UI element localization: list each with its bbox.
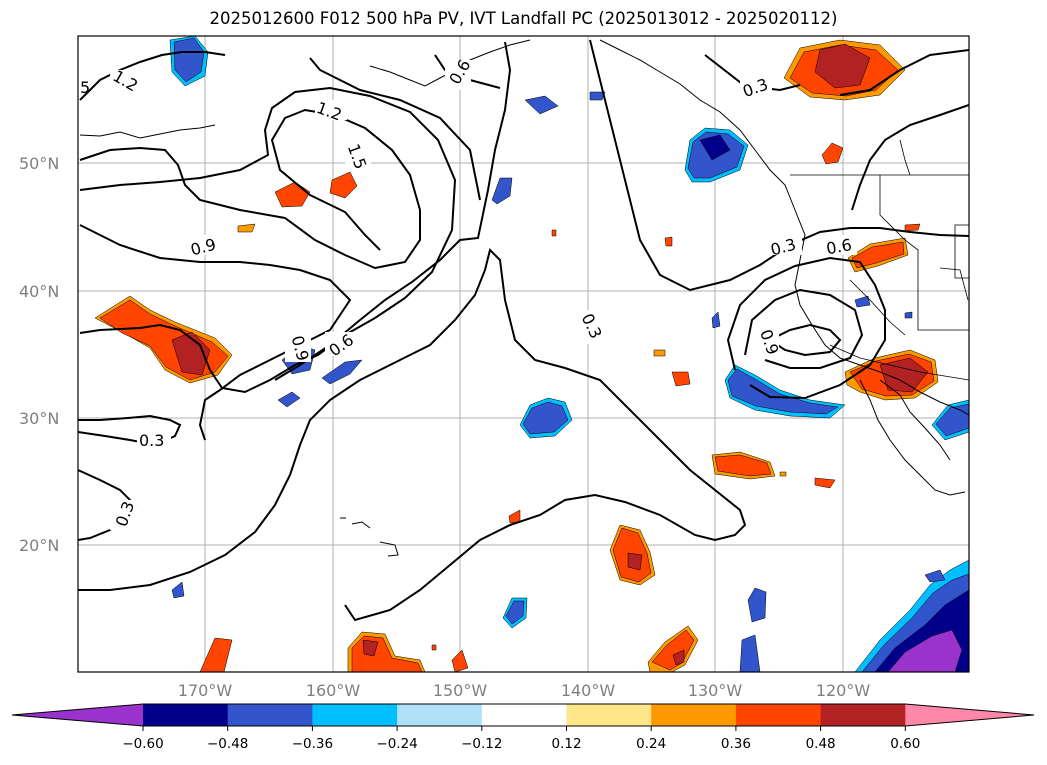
colorbar-tick-label: 0.36 [721, 736, 751, 752]
colorbar-tick-label: −0.24 [376, 736, 417, 752]
colorbar-segment [651, 704, 737, 726]
colorbar: −0.60 −0.48 −0.36 −0.24 −0.12 0.12 0.24 0.36 0.4… [11, 703, 1035, 752]
contour-label: 0.6 [825, 235, 853, 258]
lon-label: 150°W [433, 681, 488, 700]
lat-label: 50°N [19, 154, 59, 173]
colorbar-segment [481, 704, 567, 726]
lon-label: 170°W [178, 681, 233, 700]
map-border [77, 35, 970, 673]
colorbar-extend-max [905, 704, 1034, 726]
colorbar-tick-label: 0.60 [890, 736, 920, 752]
colorbar-tick-label: 0.48 [806, 736, 836, 752]
contour-label: 0.3 [139, 431, 164, 450]
contour-label: 5 [80, 78, 90, 97]
lat-label: 40°N [19, 282, 59, 301]
lat-label: 20°N [19, 536, 59, 555]
negative-anomalies [169, 36, 969, 672]
colorbar-tick-label: −0.36 [292, 736, 333, 752]
colorbar-tick-label: 0.24 [636, 736, 666, 752]
lon-label: 130°W [688, 681, 743, 700]
map-title: 2025012600 F012 500 hPa PV, IVT Landfall… [209, 9, 838, 28]
colorbar-segment [566, 704, 652, 726]
colorbar-segment [397, 704, 483, 726]
latitude-labels: 50°N 40°N 30°N 20°N [19, 154, 59, 555]
colorbar-segment [820, 704, 906, 726]
colorbar-tick-label: −0.60 [122, 736, 163, 752]
colorbar-extend-min [12, 704, 143, 726]
colorbar-tick-label: 0.12 [551, 736, 581, 752]
colorbar-tick-label: −0.48 [207, 736, 248, 752]
lon-label: 160°W [306, 681, 361, 700]
lon-label: 140°W [561, 681, 616, 700]
borders [790, 139, 969, 381]
colorbar-segment [735, 704, 822, 726]
colorbar-tick-label: −0.12 [461, 736, 502, 752]
lat-label: 30°N [19, 409, 59, 428]
contour-labels: 1.2 5 1.2 1.5 0.6 0.9 0.9 0.6 0.3 0.3 0.… [80, 56, 857, 530]
colorbar-segment [312, 704, 398, 726]
colorbar-segment [143, 704, 229, 726]
colorbar-segment [227, 704, 313, 726]
longitude-labels: 170°W 160°W 150°W 140°W 130°W 120°W [178, 681, 871, 700]
lon-label: 120°W [816, 681, 871, 700]
